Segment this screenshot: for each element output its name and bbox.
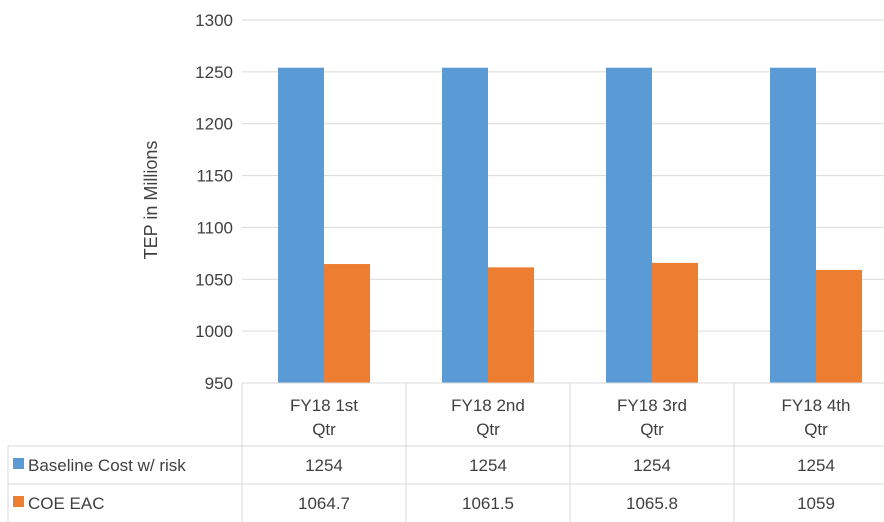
data-value: 1254	[797, 456, 835, 475]
category-label: FY18 1st Qtr	[290, 396, 358, 439]
bars	[278, 67, 862, 384]
data-value: 1254	[633, 456, 671, 475]
data-value: 1254	[469, 456, 507, 475]
bar-coe-eac	[488, 267, 534, 383]
y-tick-label: 1250	[195, 63, 233, 82]
bar-coe-eac	[816, 269, 862, 383]
category-label: FY18 3rd Qtr	[617, 396, 687, 439]
data-value: 1061.5	[462, 494, 514, 513]
y-axis-ticks: 950 1000 1050 1100 1150 1200 1250 1300	[195, 11, 233, 393]
data-value: 1064.7	[298, 494, 350, 513]
data-value: 1254	[305, 456, 343, 475]
y-tick-label: 950	[205, 374, 233, 393]
legend-swatch	[13, 496, 24, 507]
y-tick-label: 1050	[195, 270, 233, 289]
legend-label: COE EAC	[28, 494, 105, 513]
bar-coe-eac	[324, 264, 370, 383]
y-axis-label: TEP in Millions	[141, 141, 161, 260]
bar-baseline	[278, 67, 324, 384]
bar-coe-eac	[652, 262, 698, 383]
data-value: 1065.8	[626, 494, 678, 513]
legend-label: Baseline Cost w/ risk	[28, 456, 186, 475]
bar-baseline	[606, 67, 652, 384]
y-tick-label: 1100	[196, 218, 233, 237]
category-label: FY18 4th Qtr	[782, 396, 851, 439]
bar-baseline	[770, 67, 816, 384]
y-tick-label: 1200	[195, 115, 233, 134]
y-tick-label: 1150	[196, 167, 233, 186]
y-tick-label: 1300	[195, 11, 233, 30]
category-label: FY18 2nd Qtr	[451, 396, 525, 439]
data-value: 1059	[797, 494, 835, 513]
data-table: FY18 1st Qtr FY18 2nd Qtr FY18 3rd Qtr FY18 4t…	[7, 382, 884, 522]
legend-swatch	[13, 458, 24, 469]
bar-baseline	[442, 67, 488, 384]
y-tick-label: 1000	[195, 322, 233, 341]
